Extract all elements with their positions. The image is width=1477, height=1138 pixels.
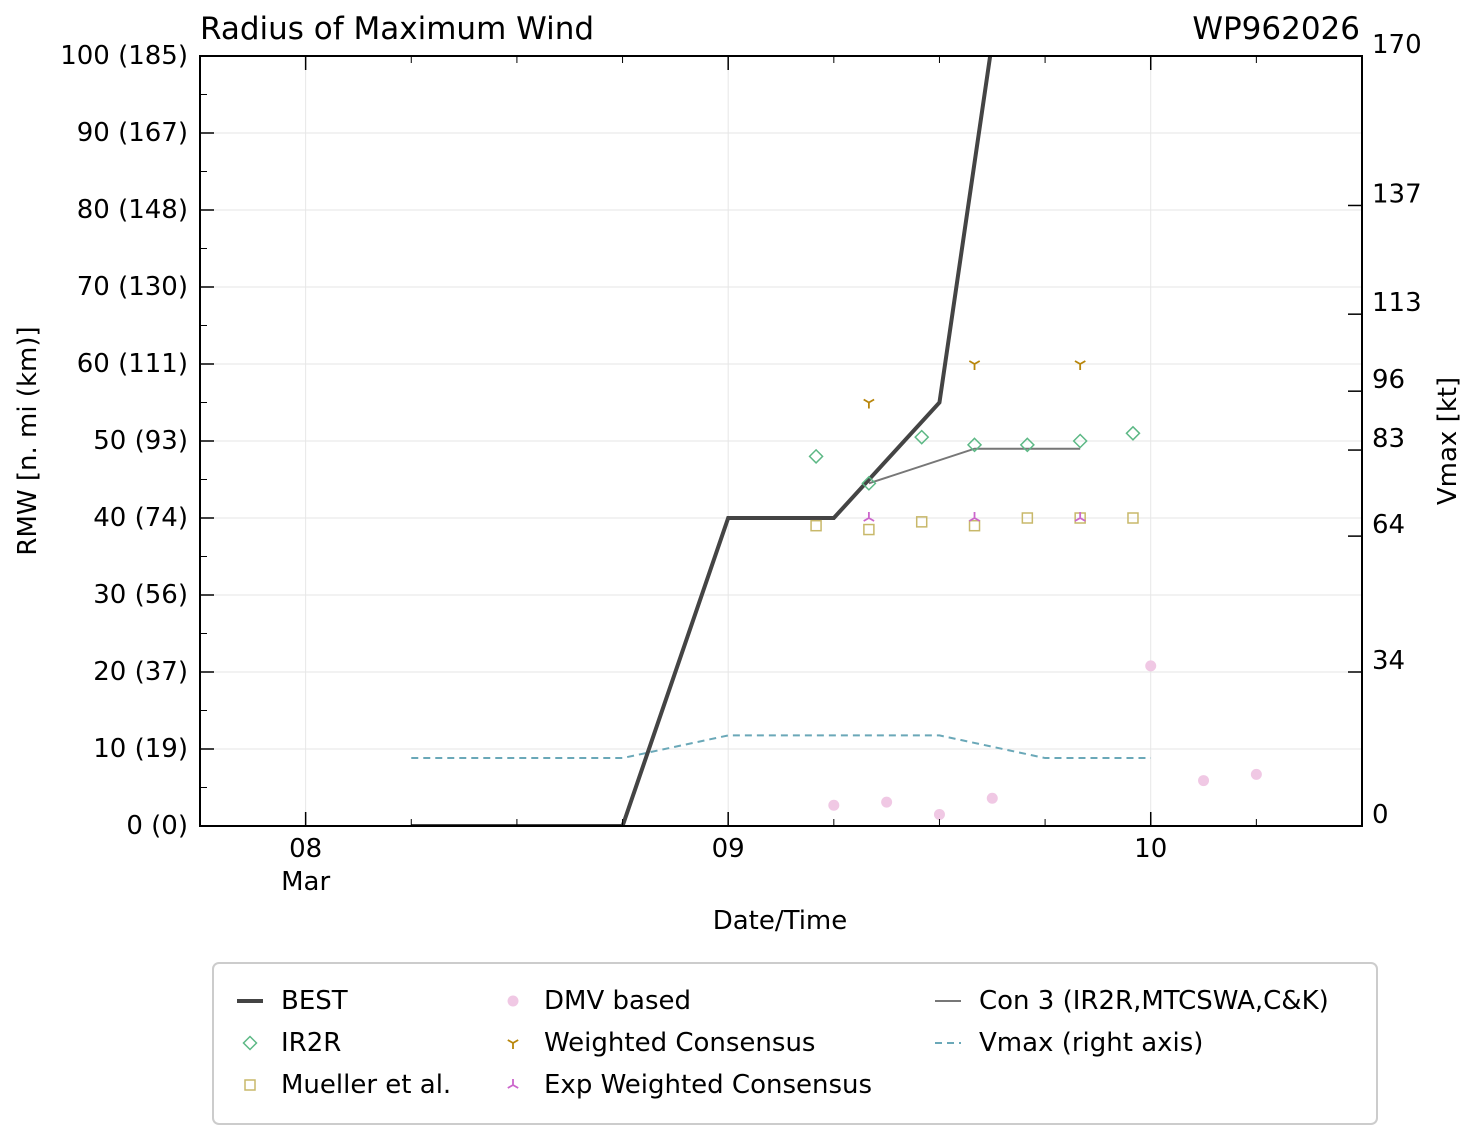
y-tick-label-right: 113 bbox=[1372, 288, 1422, 318]
x-tick-label: 10 bbox=[1134, 834, 1167, 864]
point-exp-weighted-consensus bbox=[968, 512, 981, 522]
y-tick-label-right: 0 bbox=[1372, 800, 1389, 830]
x-tick-label: 08 bbox=[289, 834, 322, 864]
point-dmv-based bbox=[986, 792, 998, 804]
storm-id: WP962026 bbox=[1192, 11, 1360, 47]
x-axis-label: Date/Time bbox=[713, 906, 848, 936]
line-con-3-ir2r-mtcswa-c-k bbox=[868, 447, 1081, 485]
point-dmv-based bbox=[1145, 660, 1157, 672]
legend-box bbox=[212, 962, 1378, 1125]
series-vmax-right-axis bbox=[411, 734, 1151, 760]
legend-entry-mueller-et-al: Mueller et al. bbox=[244, 1070, 451, 1100]
point-mueller-et-al bbox=[915, 516, 928, 528]
legend-entry-con-3-ir2r-mtcswa-c-k: Con 3 (IR2R,MTCSWA,C&K) bbox=[935, 986, 1329, 1016]
legend-label: DMV based bbox=[544, 986, 691, 1016]
y-tick-label-left: 40 (74) bbox=[93, 503, 188, 533]
point-ir2r bbox=[861, 475, 877, 491]
y-tick-label-left: 20 (37) bbox=[93, 657, 188, 687]
legend-swatch bbox=[507, 995, 519, 1007]
legend-entry-weighted-consensus: Weighted Consensus bbox=[507, 1028, 815, 1058]
legend-entry-exp-weighted-consensus: Exp Weighted Consensus bbox=[507, 1070, 872, 1100]
point-dmv-based bbox=[1198, 775, 1210, 787]
series-dmv-based bbox=[828, 660, 1262, 820]
point-ir2r bbox=[1072, 433, 1088, 449]
series-weighted-consensus bbox=[863, 360, 1086, 409]
y-tick-label-left: 100 (185) bbox=[60, 41, 188, 71]
point-ir2r bbox=[1019, 437, 1035, 453]
y-axis-label-right: Vmax [kt] bbox=[1433, 377, 1463, 505]
y-tick-label-left: 80 (148) bbox=[77, 195, 188, 225]
legend-entry-dmv-based: DMV based bbox=[507, 986, 691, 1016]
x-tick-sublabel: Mar bbox=[281, 867, 330, 897]
point-mueller-et-al bbox=[968, 519, 981, 532]
y-axis-label-left: RMW [n. mi (km)] bbox=[13, 326, 43, 555]
point-weighted-consensus bbox=[1074, 360, 1086, 370]
point-ir2r bbox=[808, 448, 824, 464]
series-mueller-et-al bbox=[810, 512, 1139, 536]
point-dmv-based bbox=[933, 808, 945, 820]
grid-lines bbox=[200, 55, 1362, 827]
series-con-3-ir2r-mtcswa-c-k bbox=[868, 447, 1081, 485]
legend-label: Con 3 (IR2R,MTCSWA,C&K) bbox=[979, 986, 1329, 1016]
axis-ticks: 0 (0) 10 (19) 20 (37) 30 (56) 40 (74) 50 (93)… bbox=[60, 30, 1421, 897]
plot-area bbox=[411, 56, 1262, 826]
legend-swatch bbox=[242, 1035, 258, 1051]
legend-entry-best: BEST bbox=[237, 986, 348, 1016]
line-best bbox=[411, 56, 993, 826]
line-vmax-right-axis bbox=[411, 734, 1151, 760]
series-ir2r bbox=[808, 425, 1141, 491]
point-dmv-based bbox=[881, 796, 893, 808]
point-ir2r bbox=[966, 437, 983, 453]
y-tick-label-left: 60 (111) bbox=[77, 349, 188, 379]
y-tick-label-right: 83 bbox=[1372, 424, 1405, 454]
y-tick-label-right: 96 bbox=[1372, 365, 1405, 395]
y-tick-label-left: 10 (19) bbox=[93, 734, 188, 764]
point-exp-weighted-consensus bbox=[1074, 512, 1086, 522]
point-dmv-based bbox=[828, 799, 840, 811]
legend-label: Vmax (right axis) bbox=[979, 1028, 1203, 1058]
y-tick-label-right: 34 bbox=[1372, 646, 1405, 676]
legend-entry-ir2r: IR2R bbox=[242, 1028, 341, 1058]
x-tick-label: 09 bbox=[712, 834, 745, 864]
point-mueller-et-al bbox=[1021, 512, 1034, 524]
legend-label: Mueller et al. bbox=[281, 1070, 451, 1100]
y-tick-label-left: 90 (167) bbox=[77, 118, 188, 148]
legend-swatch bbox=[507, 1079, 519, 1089]
y-tick-label-right: 170 bbox=[1372, 30, 1422, 60]
legend-label: Exp Weighted Consensus bbox=[544, 1070, 872, 1100]
legend-label: BEST bbox=[281, 986, 348, 1016]
legend-entry-vmax-right-axis: Vmax (right axis) bbox=[935, 1028, 1203, 1058]
point-weighted-consensus bbox=[968, 360, 981, 370]
point-weighted-consensus bbox=[863, 398, 875, 409]
chart-title: Radius of Maximum Wind bbox=[200, 11, 594, 47]
point-exp-weighted-consensus bbox=[863, 512, 875, 522]
legend-label: Weighted Consensus bbox=[544, 1028, 815, 1058]
point-mueller-et-al bbox=[1127, 512, 1139, 524]
legend-swatch bbox=[507, 1039, 519, 1049]
legend-label: IR2R bbox=[281, 1028, 341, 1058]
point-ir2r bbox=[914, 429, 930, 445]
point-ir2r bbox=[1125, 425, 1141, 441]
y-tick-label-left: 30 (56) bbox=[93, 580, 188, 610]
legend-entries: BEST IR2R Mueller et al. DMV based Weighted … bbox=[237, 986, 1329, 1100]
y-tick-label-right: 137 bbox=[1372, 179, 1422, 209]
y-tick-label-left: 0 (0) bbox=[126, 811, 188, 841]
series-exp-weighted-consensus bbox=[863, 512, 1086, 522]
series-best bbox=[411, 56, 993, 826]
point-mueller-et-al bbox=[810, 519, 822, 532]
y-tick-label-left: 70 (130) bbox=[77, 272, 188, 302]
y-tick-label-left: 50 (93) bbox=[93, 426, 188, 456]
legend-swatch bbox=[244, 1079, 256, 1091]
legend: BEST IR2R Mueller et al. DMV based Weighted … bbox=[212, 962, 1378, 1125]
point-mueller-et-al bbox=[863, 523, 875, 536]
point-dmv-based bbox=[1250, 768, 1262, 780]
y-tick-label-right: 64 bbox=[1372, 510, 1405, 540]
